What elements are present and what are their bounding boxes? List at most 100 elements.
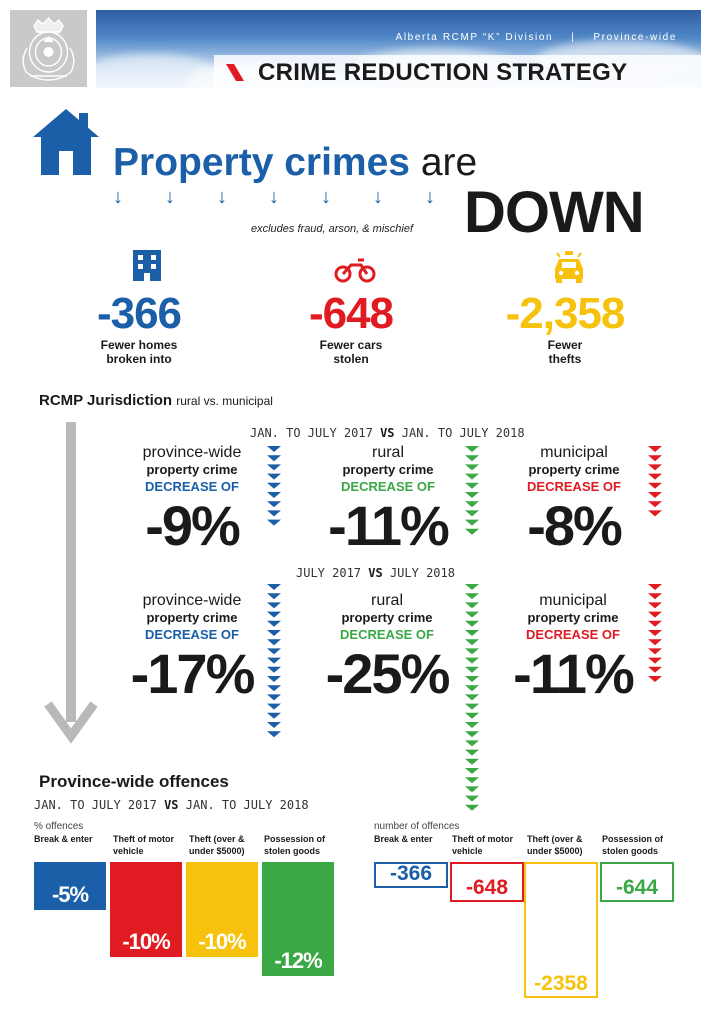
red-slash-icon xyxy=(226,64,244,81)
down-arrow-icon: ↓ xyxy=(321,186,331,208)
chevron-down-icon xyxy=(465,804,479,811)
chevron-down-icon xyxy=(267,501,281,508)
cell-rural-ytd: rural property crime DECREASE OF -11% xyxy=(320,444,456,556)
pct-bar-possession: -12% xyxy=(262,862,334,976)
chevron-down-icon xyxy=(267,676,281,682)
down-arrow-icon: ↓ xyxy=(425,186,435,208)
title-plate: CRIME REDUCTION STRATEGY xyxy=(214,55,701,88)
period-right: JULY 2018 xyxy=(389,566,455,580)
period-vs: VS xyxy=(380,426,395,440)
down-arrow-icon: ↓ xyxy=(269,186,279,208)
chevron-down-icon xyxy=(465,519,479,526)
chevron-down-icon xyxy=(267,731,281,738)
page-title: CRIME REDUCTION STRATEGY xyxy=(258,59,628,86)
chevron-down-icon xyxy=(648,492,662,498)
jurisdiction-subtitle: rural vs. municipal xyxy=(176,394,273,408)
chevron-down-icon xyxy=(465,602,479,609)
chevron-down-icon xyxy=(267,666,281,673)
cell-value: -11% xyxy=(328,494,450,557)
cell-value: -8% xyxy=(527,494,623,557)
chevron-down-icon xyxy=(465,492,479,498)
pct-value: -10% xyxy=(198,929,246,954)
chevron-column-green-ytd xyxy=(464,446,480,540)
offences-period: JAN. TO JULY 2017 VS JAN. TO JULY 2018 xyxy=(34,798,309,812)
pct-bar-motor-vehicle: -10% xyxy=(110,862,182,957)
chevron-down-icon xyxy=(648,501,662,508)
num-note: number of offences xyxy=(374,821,460,832)
down-arrow-icon: ↓ xyxy=(165,186,175,208)
cell-decrease-label: DECREASE OF xyxy=(145,627,239,642)
chevron-column-red-ytd xyxy=(647,446,663,522)
cell-subject: property crime xyxy=(341,610,433,625)
chevron-down-icon xyxy=(267,694,281,701)
chevron-down-icon xyxy=(465,639,479,646)
period-1-label: JAN. TO JULY 2017 VS JAN. TO JULY 2018 xyxy=(250,426,525,440)
stat-value: -2,358 xyxy=(505,289,626,338)
excludes-note: excludes fraud, arson, & mischief xyxy=(251,223,414,235)
chevron-down-icon xyxy=(648,455,662,462)
chevron-down-icon xyxy=(465,593,479,600)
chevron-down-icon xyxy=(267,446,281,452)
pct-bar-break-enter: -5% xyxy=(34,862,106,910)
chevron-down-icon xyxy=(267,464,281,471)
pct-note: % offences xyxy=(34,821,84,832)
banner-separator: | xyxy=(571,32,576,43)
label-line2: stolen goods xyxy=(264,846,320,856)
cell-value: -11% xyxy=(513,642,635,705)
chevron-down-icon xyxy=(648,648,662,655)
chevron-down-icon xyxy=(267,620,281,627)
stat-label-line1: Fewer xyxy=(547,338,583,352)
chevron-down-icon xyxy=(648,482,662,489)
chevron-down-icon xyxy=(267,639,281,646)
building-icon xyxy=(133,250,161,281)
chevron-down-icon xyxy=(648,584,662,590)
cell-value: -25% xyxy=(325,642,451,705)
num-col-label-possession: Possession of stolen goods xyxy=(602,833,682,857)
label-line1: Break & enter xyxy=(34,834,93,844)
chevron-down-icon xyxy=(267,519,281,526)
chevron-down-icon xyxy=(465,703,479,710)
cell-subject: property crime xyxy=(342,462,434,477)
chevron-down-icon xyxy=(267,455,281,462)
stat-label-line1: Fewer homes xyxy=(100,338,178,352)
stat-label-line1: Fewer cars xyxy=(319,338,383,352)
chevron-column-blue-july xyxy=(266,584,282,743)
num-value: -366 xyxy=(389,862,433,885)
cell-municipal-july: municipal property crime DECREASE OF -11… xyxy=(498,592,648,704)
chevron-down-icon xyxy=(465,685,479,692)
stat-value: -648 xyxy=(308,289,394,338)
chevron-down-icon xyxy=(465,657,479,664)
chevron-down-icon xyxy=(648,630,662,636)
stat-thefts: -2,358 Fewer thefts xyxy=(490,289,640,367)
chevron-down-icon xyxy=(648,464,662,471)
down-arrow-icon: ↓ xyxy=(217,186,227,208)
pct-value: -10% xyxy=(122,929,170,954)
chevron-down-icon xyxy=(267,703,281,710)
num-col-label-theft: Theft (over & under $5000) xyxy=(527,833,599,857)
cell-decrease-label: DECREASE OF xyxy=(145,479,239,494)
label-line1: Theft (over & xyxy=(189,834,245,844)
pct-bar-theft: -10% xyxy=(186,862,258,957)
chevron-down-icon xyxy=(465,611,479,618)
stat-cars: -648 Fewer cars stolen xyxy=(276,289,426,367)
chevron-stack xyxy=(465,584,479,811)
down-arrows-row: ↓ ↓ ↓ ↓ ↓ ↓ ↓ xyxy=(113,186,453,208)
cell-decrease-label: DECREASE OF xyxy=(527,479,621,494)
down-arrow-icon: ↓ xyxy=(373,186,383,208)
chevron-down-icon xyxy=(465,676,479,682)
label-line2: vehicle xyxy=(113,846,144,856)
cell-subject: property crime xyxy=(146,462,238,477)
jurisdiction-title: RCMP Jurisdiction xyxy=(39,392,173,409)
cell-rural-july: rural property crime DECREASE OF -25% xyxy=(312,592,462,704)
pct-col-label-theft: Theft (over & under $5000) xyxy=(189,833,261,857)
chevron-down-icon xyxy=(465,473,479,480)
chevron-column-red-july xyxy=(647,584,663,688)
rcmp-crest-logo xyxy=(10,10,87,87)
chevron-down-icon xyxy=(465,740,479,747)
chevron-down-icon xyxy=(465,446,479,452)
down-word: DOWN xyxy=(464,180,645,245)
num-box-motor-vehicle: -648 xyxy=(450,862,524,903)
offences-title: Province-wide offences xyxy=(39,772,229,791)
down-arrow-icon: ↓ xyxy=(113,186,123,208)
period-right: JAN. TO JULY 2018 xyxy=(401,426,525,440)
